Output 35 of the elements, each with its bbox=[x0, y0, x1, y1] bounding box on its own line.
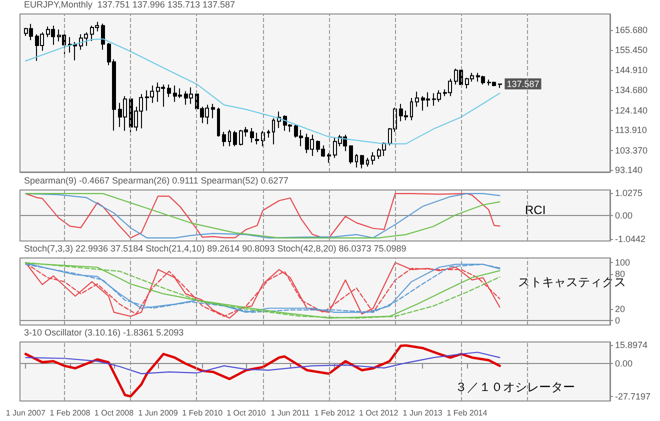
y-tick-label: 80 bbox=[615, 269, 626, 280]
x-tick-label: 1 Jun 2009 bbox=[138, 408, 178, 418]
y-tick-label: 134.680 bbox=[615, 84, 648, 95]
chart-title: EURJPY,Monthly 137.751 137.996 135.713 137.587 bbox=[24, 0, 235, 10]
y-tick-label: 0.00 bbox=[615, 210, 633, 221]
x-tick-label: 1 Oct 2012 bbox=[358, 408, 399, 418]
x-tick-label: 1 Feb 2010 bbox=[182, 408, 224, 418]
y-tick-label: -27.7197 bbox=[615, 391, 651, 402]
y-tick-label: 20 bbox=[615, 304, 626, 314]
y-tick-label: 155.450 bbox=[615, 44, 648, 55]
annotation: RCI bbox=[525, 203, 546, 217]
x-tick-label: 1 Oct 2008 bbox=[94, 408, 134, 418]
chart-title: Spearman(9) -0.4667 Spearman(26) 0.9111 Spearman(52) 0.6277 bbox=[24, 176, 288, 186]
y-tick-label: 103.370 bbox=[615, 145, 648, 156]
chart-title: Stoch(7,3,3) 22.9936 37.5184 Stoch(21,4,10) 89.2614 90.8093 Stoch(42,8,20) 86.0373 75.0989 bbox=[24, 244, 406, 254]
x-tick-label: 1 Feb 2012 bbox=[314, 408, 356, 418]
y-tick-label: 100 bbox=[615, 258, 630, 268]
y-tick-label: 0.00 bbox=[615, 358, 633, 369]
x-tick-label: 1 Oct 2010 bbox=[226, 408, 266, 418]
x-tick-label: 1 Jun 2011 bbox=[270, 408, 310, 418]
y-tick-label: 165.680 bbox=[615, 25, 648, 36]
annotation: 137.587 bbox=[506, 78, 540, 89]
y-tick-label: 0 bbox=[615, 315, 620, 326]
y-tick-label: 113.910 bbox=[615, 125, 647, 136]
x-tick-label: 1 Feb 2008 bbox=[50, 408, 91, 418]
y-tick-label: 144.910 bbox=[615, 65, 648, 76]
y-tick-label: 93.140 bbox=[615, 165, 643, 176]
y-tick-label: 1.0275 bbox=[615, 188, 643, 198]
y-tick-label: 15.8974 bbox=[615, 340, 648, 350]
y-tick-label: 124.140 bbox=[615, 105, 648, 116]
x-tick-label: 1 Feb 2014 bbox=[446, 408, 488, 418]
y-tick-label: -1.0442 bbox=[615, 234, 646, 244]
x-tick-label: 1 Jun 2007 bbox=[6, 408, 46, 418]
x-tick-label: 1 Jun 2013 bbox=[402, 408, 443, 418]
chart-title: 3-10 Oscillator (3.10.16) -1.8361 5.2093 bbox=[24, 328, 184, 338]
